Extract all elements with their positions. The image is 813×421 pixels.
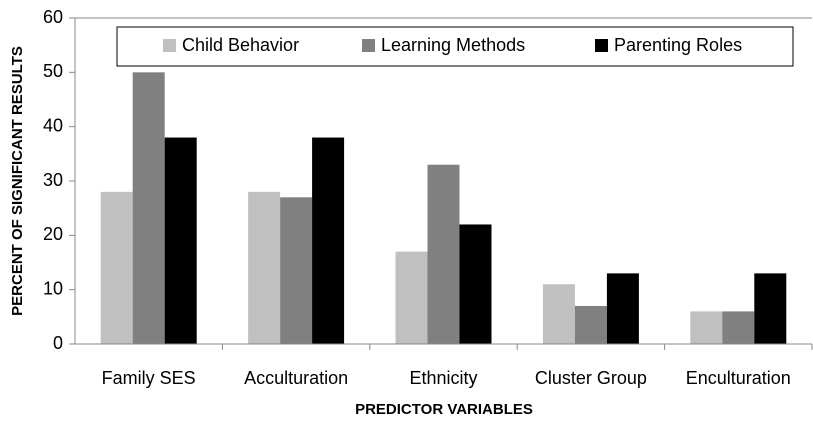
bar (132, 72, 165, 344)
legend-swatch (362, 39, 375, 52)
bar (606, 273, 639, 344)
x-tick-label: Cluster Group (535, 368, 647, 388)
legend-label: Child Behavior (182, 35, 299, 55)
legend-label: Parenting Roles (614, 35, 742, 55)
bar (427, 164, 460, 344)
x-tick-label: Acculturation (244, 368, 348, 388)
y-tick-label: 50 (43, 61, 63, 81)
legend-box (116, 26, 794, 67)
x-tick-label: Enculturation (686, 368, 791, 388)
y-tick-label: 10 (43, 278, 63, 298)
bar (574, 305, 607, 344)
x-axis-title: PREDICTOR VARIABLES (355, 401, 533, 418)
bar (395, 251, 428, 344)
legend-swatch (163, 39, 176, 52)
bar (459, 224, 492, 344)
bar (100, 191, 133, 344)
bar (722, 311, 755, 344)
bar (164, 137, 197, 344)
y-tick-label: 60 (43, 7, 63, 27)
y-tick-label: 20 (43, 224, 63, 244)
x-tick-label: Family SES (102, 368, 196, 388)
y-axis-title: PERCENT OF SIGNIFICANT RESULTS (9, 46, 26, 316)
y-tick-label: 30 (43, 170, 63, 190)
bar (690, 311, 723, 344)
bar (754, 273, 787, 344)
bar (542, 284, 575, 344)
y-tick-label: 40 (43, 115, 63, 135)
bar (312, 137, 345, 344)
bar (248, 191, 281, 344)
legend-label: Learning Methods (381, 35, 525, 55)
bar (280, 197, 313, 344)
legend-swatch (595, 39, 608, 52)
y-tick-label: 0 (53, 333, 63, 353)
x-tick-label: Ethnicity (409, 368, 477, 388)
